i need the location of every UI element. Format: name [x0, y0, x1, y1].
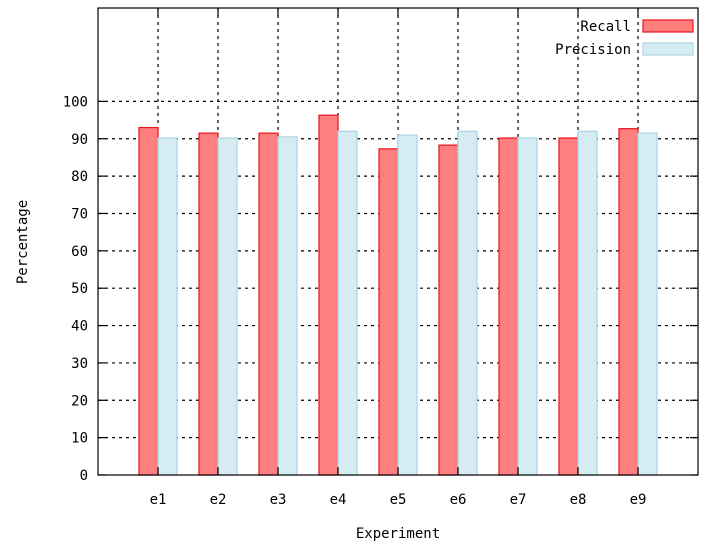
x-tick-labels: e1 e2 e3 e4 e5 e6 e7 e8 e9	[150, 492, 647, 508]
x-tick-label-e3: e3	[270, 492, 287, 508]
x-tick-label-e9: e9	[630, 492, 647, 508]
bar-precision-e9	[637, 132, 658, 476]
bar-precision-e2	[217, 137, 238, 476]
legend-swatch-recall	[642, 19, 694, 33]
x-tick-label-e8: e8	[570, 492, 587, 508]
legend: Recall Precision	[555, 19, 694, 58]
y-tick-labels: 0 10 20 30 40 50 60 70 80 90 100	[63, 94, 88, 484]
y-tick-label: 50	[71, 281, 88, 297]
x-tick-label-e4: e4	[330, 492, 347, 508]
y-tick-label: 70	[71, 206, 88, 222]
bar-precision-e3	[277, 136, 298, 476]
y-tick-label: 80	[71, 169, 88, 185]
y-tick-label: 20	[71, 393, 88, 409]
legend-swatch-precision	[642, 42, 694, 56]
bar-recall-e1	[138, 126, 159, 476]
y-tick-label: 0	[80, 468, 88, 484]
bar-recall-e4	[318, 114, 339, 476]
x-axis-label: Experiment	[356, 526, 440, 542]
bar-recall-e2	[198, 132, 219, 476]
y-axis-label: Percentage	[15, 200, 31, 284]
bar-recall-e8	[558, 137, 579, 476]
x-tick-label-e5: e5	[390, 492, 407, 508]
bars	[138, 114, 658, 476]
y-tick-label: 10	[71, 431, 88, 447]
x-tick-label-e6: e6	[450, 492, 467, 508]
bar-recall-e9	[618, 128, 639, 476]
bar-recall-e7	[498, 137, 519, 476]
y-tick-label: 60	[71, 244, 88, 260]
axis-ticks	[98, 8, 698, 476]
bar-precision-e1	[157, 137, 178, 476]
y-tick-label: 100	[63, 94, 88, 110]
x-tick-label-e2: e2	[210, 492, 227, 508]
bar-precision-e4	[337, 130, 358, 476]
bar-recall-e5	[378, 148, 399, 476]
y-tick-label: 40	[71, 319, 88, 335]
bar-recall-e6	[438, 144, 459, 476]
bar-precision-e7	[517, 137, 538, 476]
bar-precision-e5	[397, 134, 418, 476]
bar-recall-e3	[258, 132, 279, 476]
bar-precision-e6	[457, 130, 478, 476]
legend-label-recall: Recall	[580, 19, 631, 35]
x-tick-label-e1: e1	[150, 492, 167, 508]
bar-precision-e8	[577, 130, 598, 476]
x-tick-label-e7: e7	[510, 492, 527, 508]
y-tick-label: 90	[71, 132, 88, 148]
legend-label-precision: Precision	[555, 42, 631, 58]
y-tick-label: 30	[71, 356, 88, 372]
